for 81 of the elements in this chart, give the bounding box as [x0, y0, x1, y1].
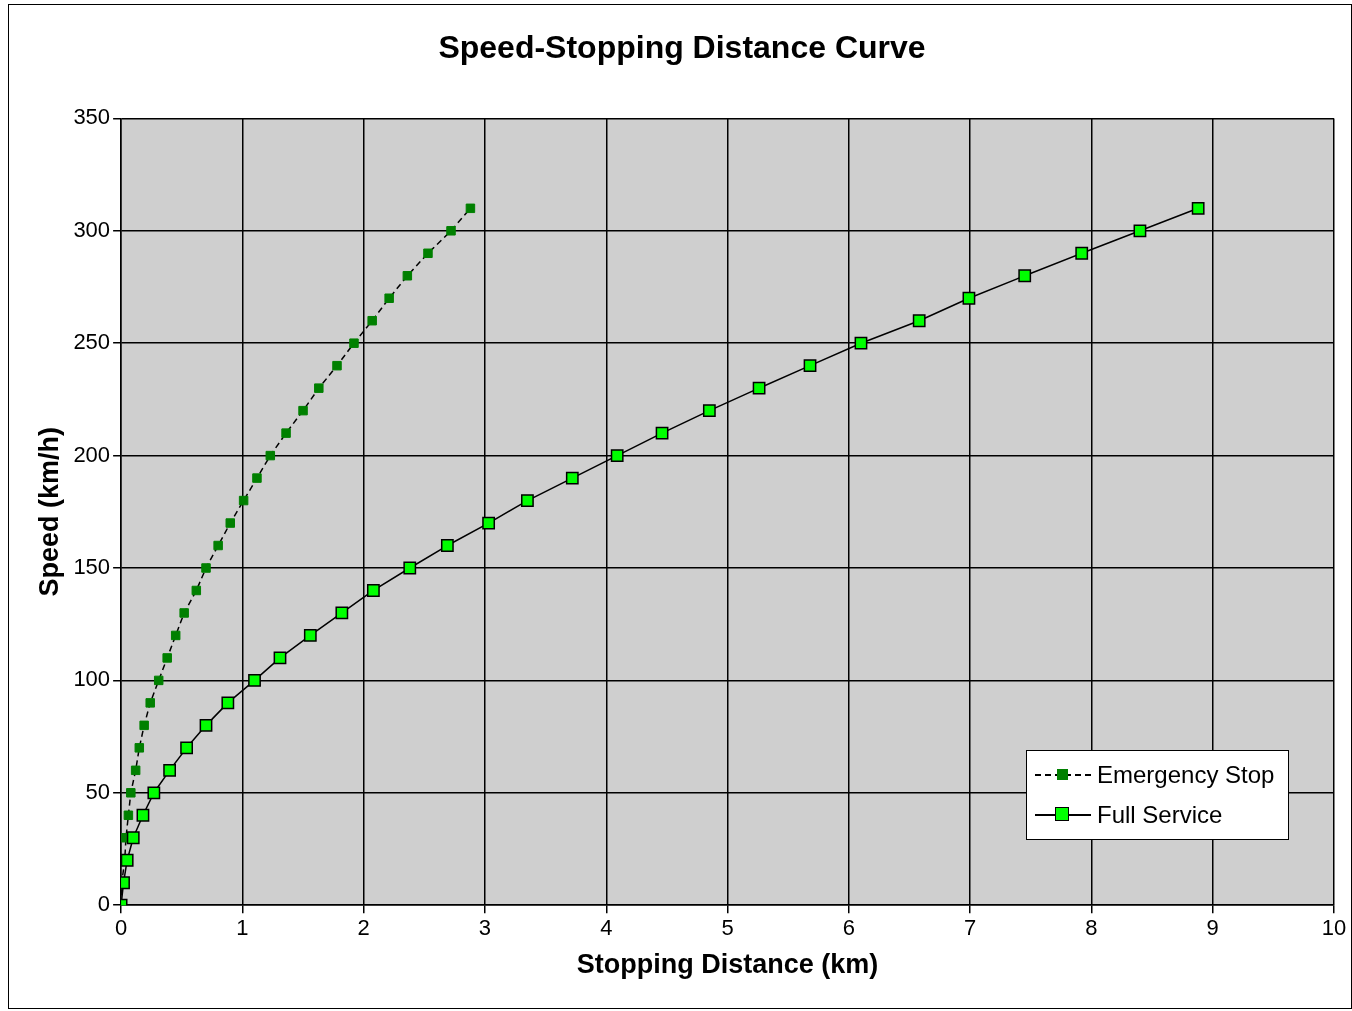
point [384, 293, 394, 303]
point [610, 449, 624, 463]
point [1018, 269, 1032, 283]
point [403, 561, 417, 575]
point [139, 720, 149, 731]
point [225, 518, 236, 528]
y-tick-label: 50 [85, 778, 111, 804]
point [162, 653, 172, 663]
legend-label: Full Service [1097, 801, 1223, 830]
y-tick-label: 300 [73, 216, 111, 242]
point [147, 786, 161, 800]
y-tick-label: 200 [73, 441, 111, 467]
point [752, 381, 766, 395]
point [191, 585, 202, 596]
point [303, 629, 317, 642]
point [136, 808, 150, 822]
x-tick-label: 9 [1206, 915, 1219, 941]
point [521, 494, 534, 507]
point [1075, 246, 1089, 260]
point [180, 741, 194, 755]
x-tick-label: 2 [357, 915, 370, 941]
point [402, 271, 413, 281]
point [126, 831, 140, 845]
point [179, 608, 189, 618]
x-tick-label: 7 [964, 915, 977, 941]
point [655, 426, 669, 440]
point [854, 336, 868, 350]
point [349, 338, 359, 348]
point [130, 765, 141, 776]
point [366, 584, 380, 597]
point [126, 788, 136, 798]
point [153, 675, 164, 686]
point [1133, 224, 1147, 238]
y-tick-label: 350 [73, 104, 111, 130]
point [446, 226, 456, 236]
x-tick-label: 10 [1321, 915, 1347, 941]
point [1191, 201, 1205, 215]
x-tick-label: 3 [478, 915, 492, 941]
point [565, 471, 579, 485]
y-tick-label: 150 [73, 554, 111, 580]
point [281, 428, 291, 438]
x-tick-label: 1 [236, 915, 249, 941]
point [121, 853, 134, 867]
point [170, 630, 181, 641]
point [238, 495, 249, 506]
x-tick-label: 6 [842, 915, 855, 941]
point [298, 405, 308, 416]
point [221, 696, 235, 710]
x-axis-title: Stopping Distance (km) [576, 949, 879, 980]
x-tick-label: 5 [721, 915, 734, 941]
y-axis-title: Speed (km/h) [33, 427, 64, 597]
point [702, 404, 716, 418]
point [962, 291, 976, 305]
point [145, 698, 155, 708]
point [335, 606, 349, 620]
point [163, 763, 177, 777]
point [123, 810, 134, 821]
y-tick-label: 0 [97, 891, 111, 917]
point [213, 540, 223, 551]
point [134, 743, 145, 753]
x-tick-label: 4 [600, 915, 613, 941]
x-tick-label: 0 [114, 915, 128, 941]
x-tick-label: 8 [1085, 915, 1098, 941]
point [314, 383, 324, 393]
legend-label: Emergency Stop [1097, 761, 1275, 790]
point [482, 516, 496, 530]
point [803, 359, 817, 373]
chart-title: Speed-Stopping Distance Curve [438, 29, 926, 66]
y-tick-label: 250 [73, 329, 111, 355]
point [201, 563, 211, 573]
point [332, 360, 342, 371]
point [423, 248, 433, 259]
point [912, 314, 926, 328]
point [440, 539, 454, 552]
point [199, 718, 213, 732]
point [367, 315, 377, 326]
point [465, 203, 476, 214]
point [248, 673, 261, 687]
point [265, 450, 276, 461]
point [252, 473, 262, 483]
y-tick-label: 100 [73, 666, 111, 692]
